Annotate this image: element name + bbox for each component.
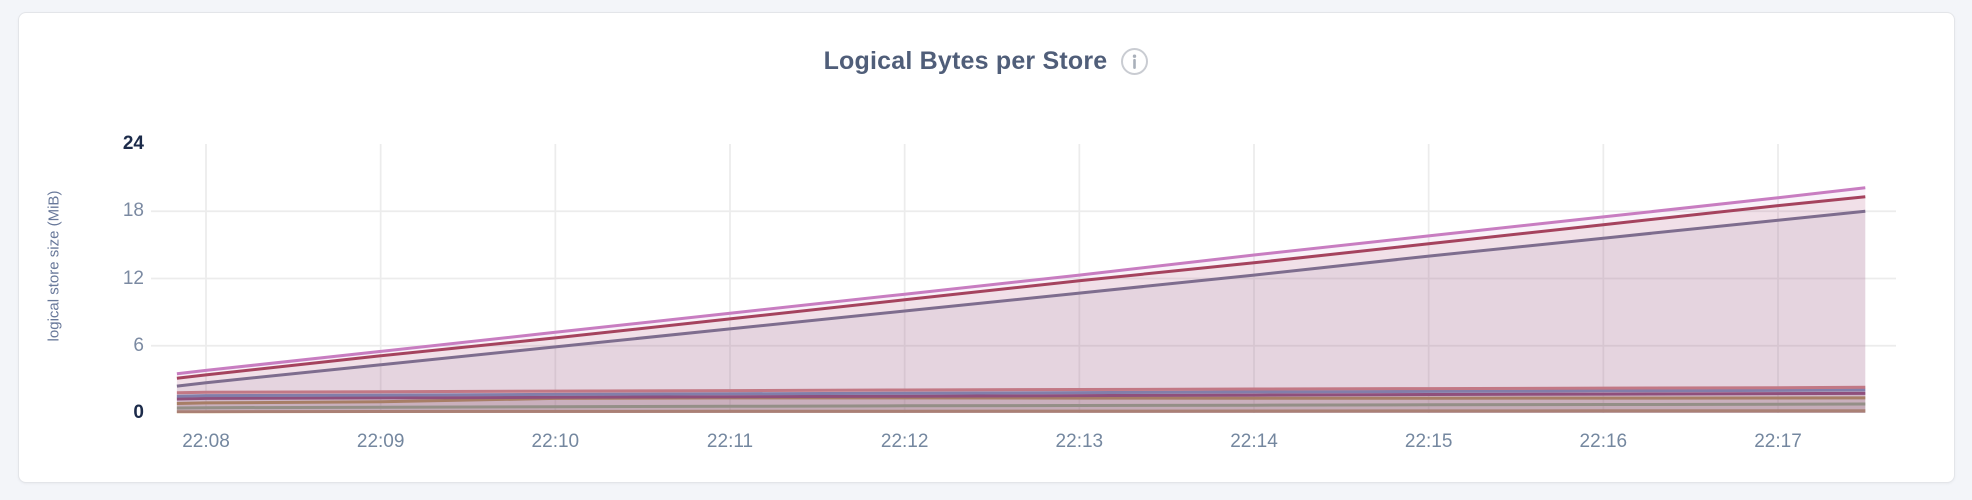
x-tick-label: 22:08 [182,431,230,452]
chart-card: Logical Bytes per Store logical store si… [18,12,1955,483]
x-tick-label: 22:14 [1230,431,1278,452]
y-tick-label: 24 [122,133,144,154]
series-area-s4 [176,387,1866,413]
x-tick-label: 22:17 [1754,431,1802,452]
x-tick-label: 22:16 [1579,431,1628,452]
series-area-s7 [176,397,1866,413]
y-tick-label: 6 [133,334,144,356]
x-tick-label: 22:09 [356,431,405,452]
series-line-s1 [176,186,1866,376]
x-tick-label: 22:12 [880,431,929,452]
series-line-s7 [176,396,1866,405]
series-line-s5 [176,388,1866,398]
series-line-s4 [176,385,1866,395]
chart-title: Logical Bytes per Store [823,47,1108,75]
series-area-s1 [176,187,1866,413]
info-icon[interactable] [1120,47,1149,76]
y-tick-label: 0 [133,402,144,423]
series-area-s2 [176,196,1866,413]
series-line-s8 [176,402,1866,410]
series-area-s5 [176,390,1866,413]
y-tick-label: 12 [122,267,144,289]
series-line-s3 [176,209,1866,388]
x-tick-label: 22:15 [1404,431,1453,452]
chart-plot[interactable] [19,13,1956,484]
series-line-s9 [176,409,1866,414]
series-line-s2 [176,195,1866,380]
x-tick-label: 22:10 [531,431,580,452]
x-tick-label: 22:13 [1055,431,1104,452]
series-line-s6 [176,391,1866,401]
series-area-s3 [176,211,1866,413]
y-tick-label: 18 [122,200,144,222]
x-tick-label: 22:11 [706,431,754,452]
chart-header: Logical Bytes per Store [19,47,1954,76]
